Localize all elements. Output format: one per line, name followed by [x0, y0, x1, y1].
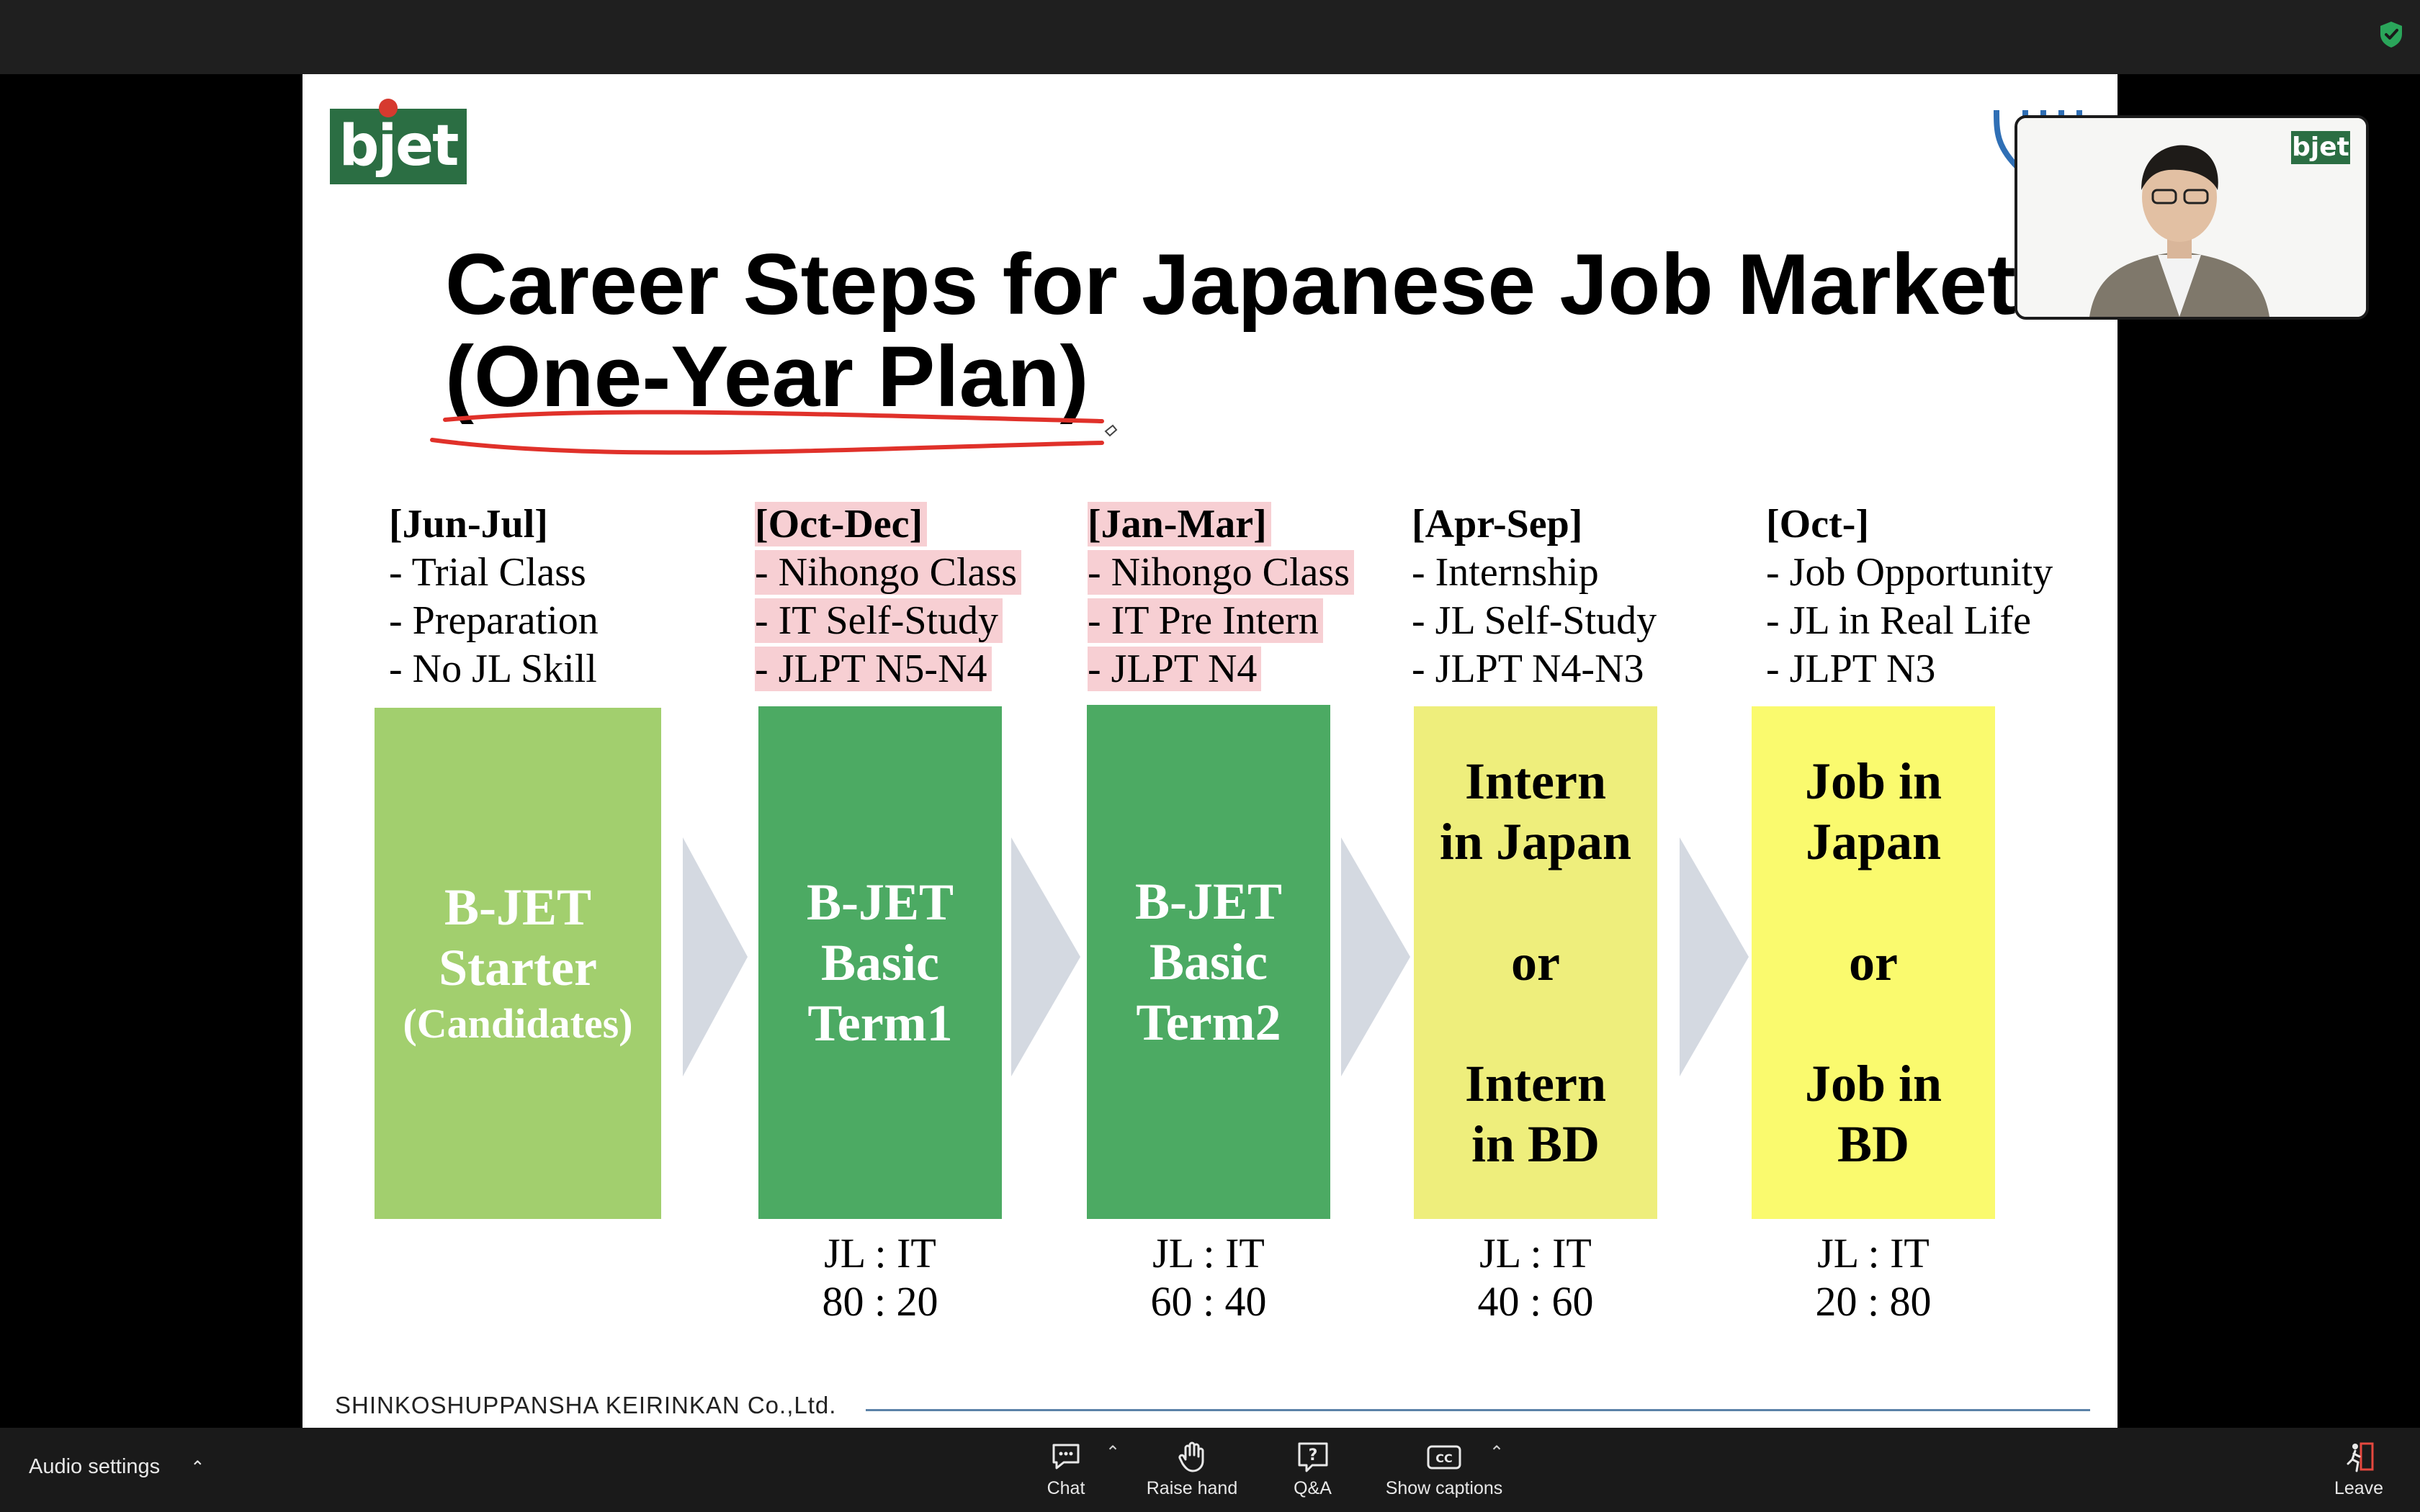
arrow-1-icon [683, 837, 748, 1076]
meeting-toolbar: Audio settings ⌃ Chat ⌃ Raise hand ? Q&A… [0, 1428, 2420, 1512]
raise-hand-button[interactable]: Raise hand [1142, 1441, 1242, 1499]
leave-button[interactable]: Leave [2330, 1441, 2388, 1499]
leave-door-icon [2347, 1442, 2374, 1472]
footer-divider [866, 1409, 2090, 1411]
arrow-4-icon [1680, 837, 1749, 1076]
ratio-term1: JL : IT 80 : 20 [822, 1230, 938, 1325]
job-box: Job in Japan or Job in BD [1752, 706, 1995, 1219]
ratio-term2: JL : IT 60 : 40 [1150, 1230, 1267, 1325]
svg-text:CC: CC [1435, 1452, 1452, 1465]
arrow-2-icon [1011, 837, 1080, 1076]
show-captions-label: Show captions [1385, 1478, 1503, 1498]
arrow-3-icon [1341, 837, 1410, 1076]
ratio-intern: JL : IT 40 : 60 [1477, 1230, 1594, 1325]
column-2-header: [Oct-Dec] - Nihongo Class - IT Self-Stud… [755, 500, 1021, 693]
video-bjet-logo: bjet [2291, 131, 2350, 164]
slide-footer: SHINKOSHUPPANSHA KEIRINKAN Co.,Ltd. [335, 1392, 837, 1418]
step-arrows [683, 837, 1749, 1076]
participant-video-tile[interactable]: bjet [2015, 115, 2369, 320]
title-line-1: Career Steps for Japanese Job Market [445, 236, 2016, 333]
chat-options-chevron-icon[interactable]: ⌃ [1106, 1443, 1121, 1462]
audio-settings-button[interactable]: Audio settings ⌃ [29, 1455, 205, 1479]
starter-box: B-JET Starter (Candidates) [375, 708, 661, 1219]
qa-icon: ? [1298, 1442, 1327, 1472]
closed-captions-icon: CC [1427, 1445, 1461, 1470]
pen-cursor-icon [1104, 424, 1118, 437]
basic-term1-box: B-JET Basic Term1 [758, 706, 1002, 1219]
column-1-header: [Jun-Jul] - Trial Class - Preparation - … [389, 502, 599, 691]
column-5-header: [Oct-] - Job Opportunity - JL in Real Li… [1766, 502, 2053, 691]
chat-label: Chat [1047, 1478, 1085, 1498]
svg-text:?: ? [1308, 1446, 1317, 1464]
slide-title: Career Steps for Japanese Job Market (On… [445, 238, 2066, 423]
show-captions-button[interactable]: CC Show captions [1379, 1441, 1509, 1499]
chat-icon [1052, 1444, 1080, 1470]
column-4-header: [Apr-Sep] - Internship - JL Self-Study -… [1412, 502, 1657, 691]
bjet-logo: bjet [330, 109, 467, 184]
presentation-slide: bjet Career Steps for Japanese Job Marke… [302, 74, 2118, 1428]
intern-box: Intern in Japan or Intern in BD [1414, 706, 1657, 1219]
qa-button[interactable]: ? Q&A [1286, 1441, 1340, 1499]
captions-options-chevron-icon[interactable]: ⌃ [1489, 1443, 1505, 1462]
chat-button[interactable]: Chat [1041, 1441, 1091, 1499]
chevron-up-icon[interactable]: ⌃ [190, 1458, 205, 1477]
raise-hand-icon [1178, 1441, 1204, 1472]
security-shield-icon[interactable] [2378, 20, 2404, 49]
column-3-header: [Jan-Mar] - Nihongo Class - IT Pre Inter… [1088, 500, 1354, 693]
raise-hand-label: Raise hand [1146, 1478, 1238, 1498]
logo-dot [379, 99, 398, 117]
ratio-job: JL : IT 20 : 80 [1815, 1230, 1932, 1325]
qa-label: Q&A [1294, 1478, 1332, 1498]
basic-term2-box: B-JET Basic Term2 [1087, 705, 1330, 1219]
title-line-2: (One-Year Plan) [445, 328, 1089, 425]
leave-label: Leave [2334, 1478, 2384, 1498]
top-bar [0, 0, 2420, 74]
audio-settings-label: Audio settings [29, 1455, 161, 1478]
